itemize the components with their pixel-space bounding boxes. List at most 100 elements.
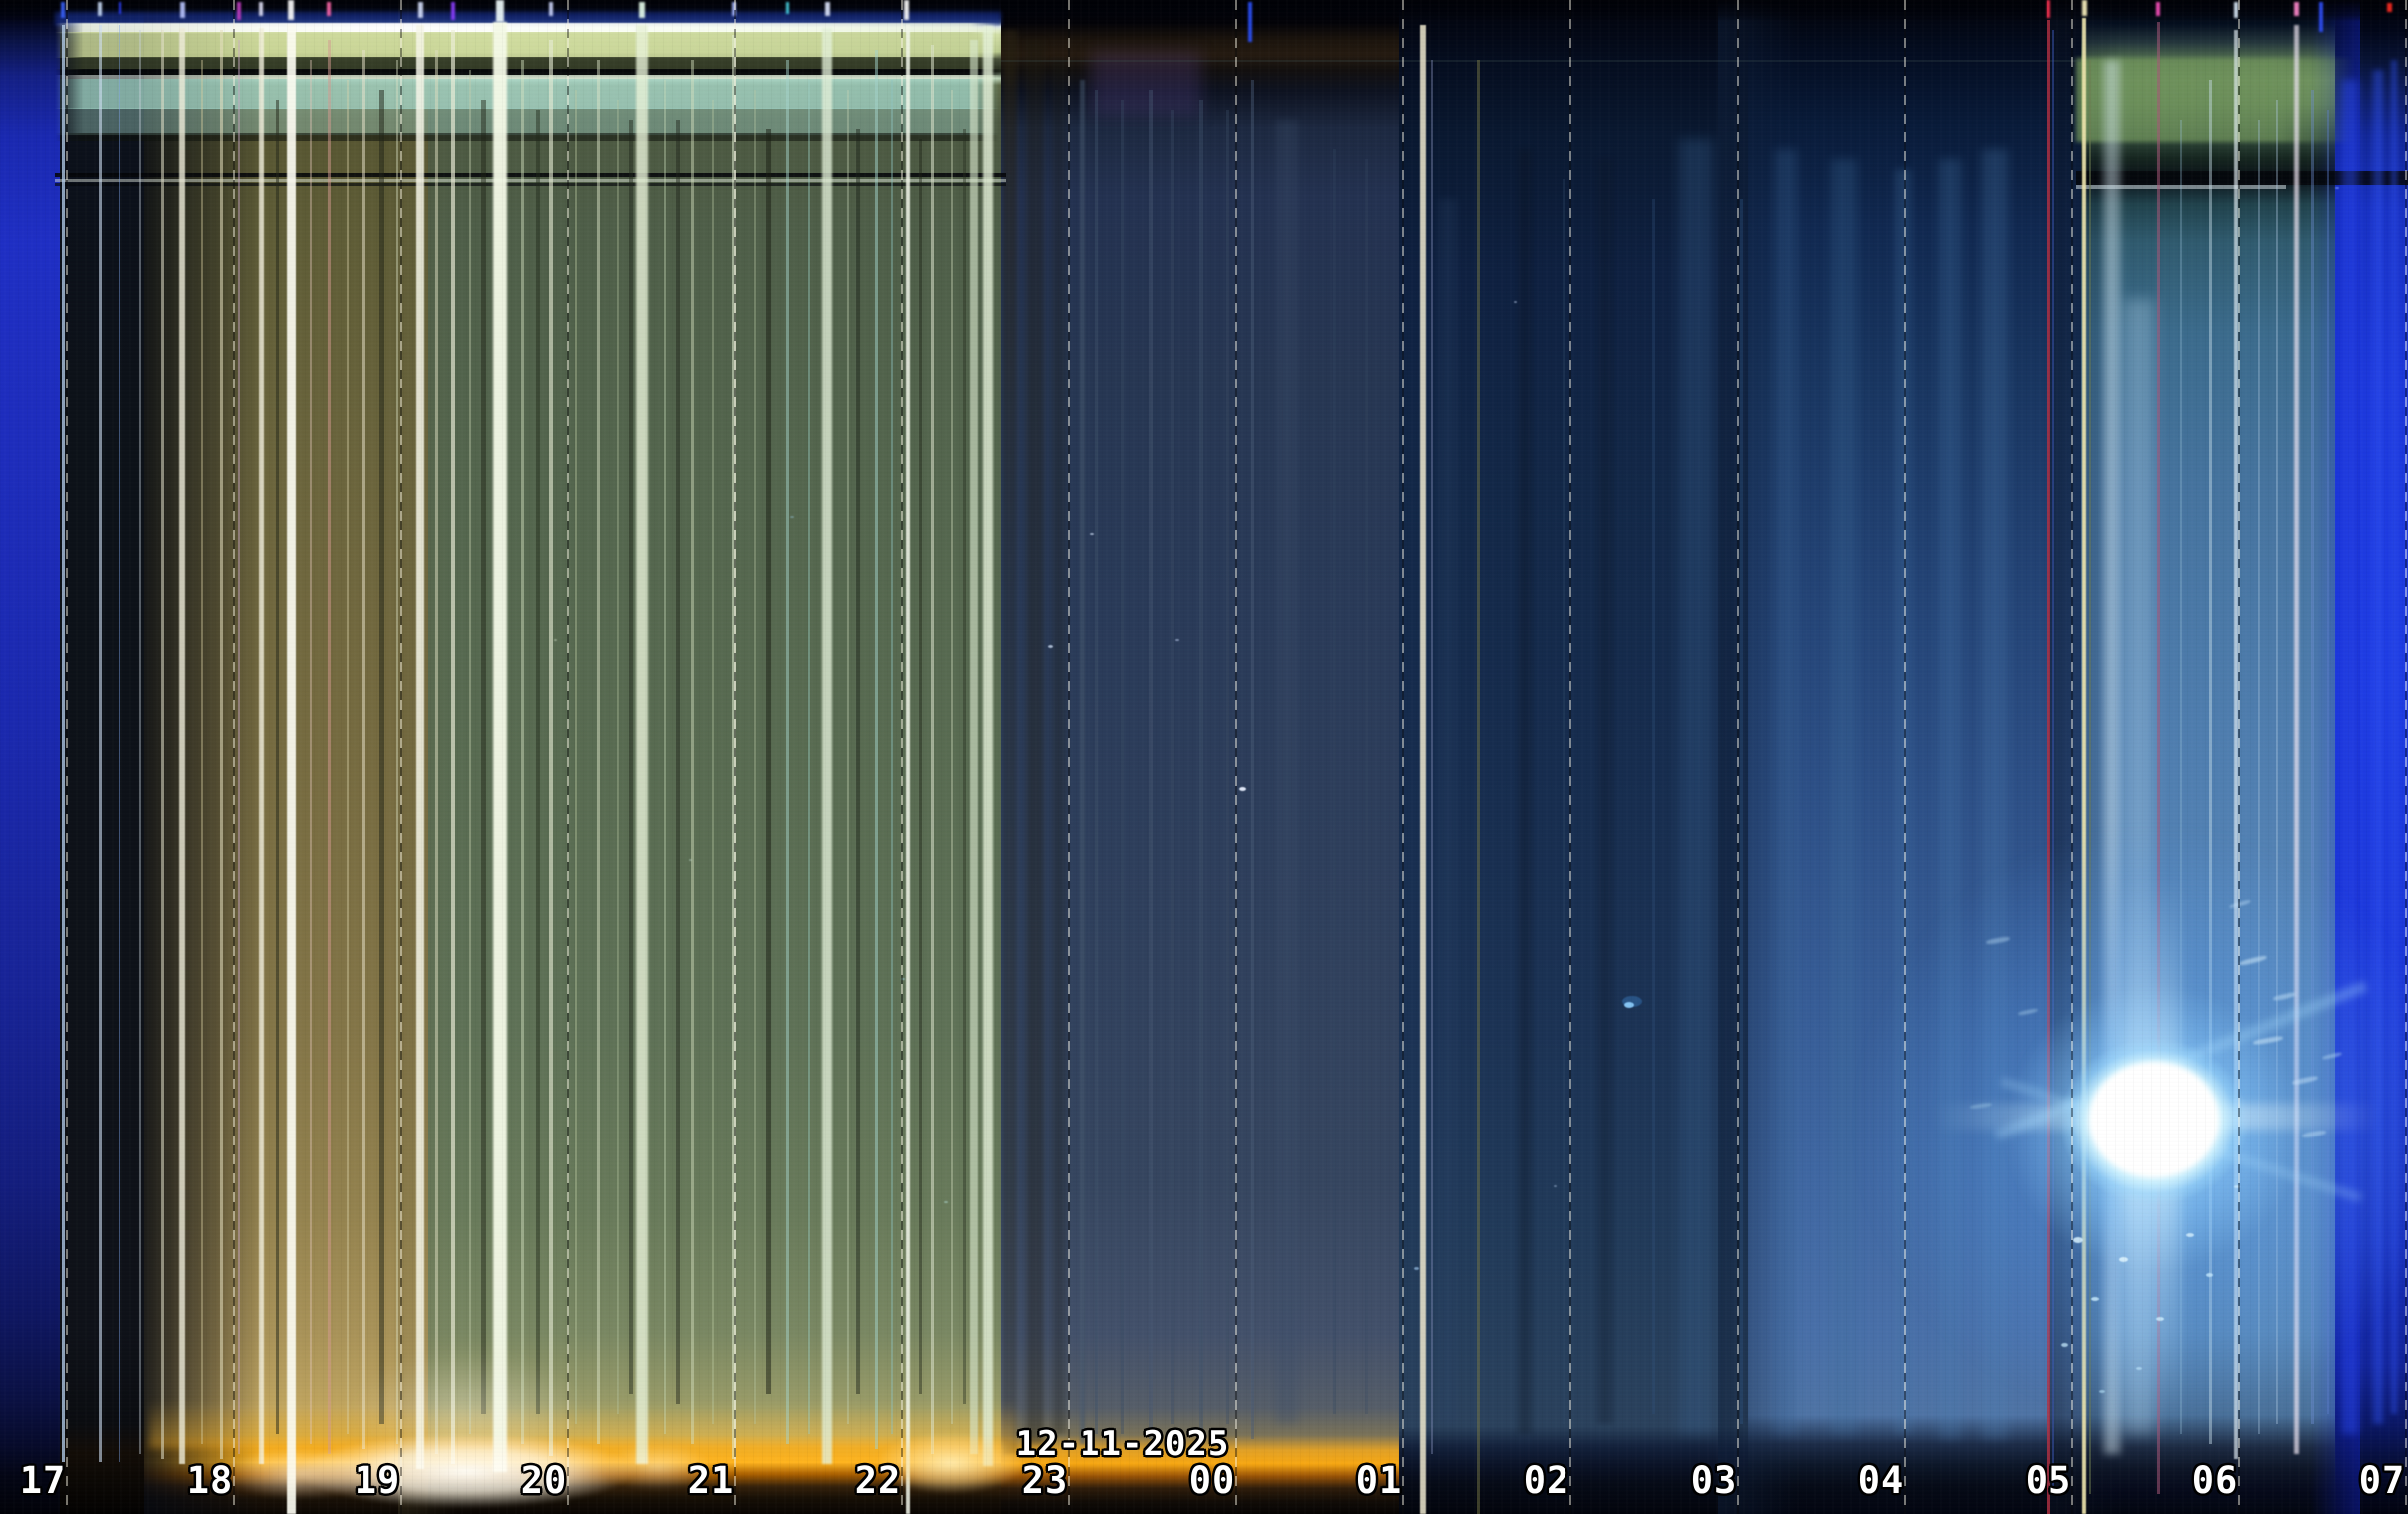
hline-dark-left-2 <box>55 183 1006 186</box>
light-streak <box>906 25 910 1514</box>
light-streak <box>434 50 438 1454</box>
star-dot <box>2335 187 2339 189</box>
topband-green <box>55 32 999 58</box>
streak-tip <box>2386 3 2392 12</box>
horizon-bloom-main-glow <box>349 1351 588 1484</box>
light-streak <box>1120 100 1124 1434</box>
gridline-19 <box>400 0 402 1514</box>
streak-tip <box>417 2 423 18</box>
light-streak <box>61 25 65 1462</box>
light-streak <box>520 60 524 1444</box>
light-streak <box>1364 159 1368 1414</box>
light-streak <box>1431 60 1433 1454</box>
hline-dark-left-1 <box>55 173 1006 177</box>
streak-tip <box>451 2 455 20</box>
light-streak <box>785 60 789 1444</box>
hline-light-left <box>55 179 1006 182</box>
light-streak <box>822 28 832 1464</box>
gridline-06 <box>2238 0 2240 1514</box>
light-streak <box>347 80 349 1434</box>
streak-tip <box>259 2 263 16</box>
light-streak <box>690 60 694 1444</box>
light-streak <box>139 30 141 1454</box>
star-dot <box>1175 639 1179 641</box>
light-streak <box>327 40 331 1454</box>
moon-core-inner <box>2089 1062 2219 1177</box>
light-streak <box>874 50 878 1449</box>
streak-tip <box>639 2 645 18</box>
light-streak <box>754 90 756 1424</box>
light-streak <box>596 60 600 1444</box>
light-streak <box>1476 60 1480 1514</box>
star-dot <box>1239 787 1246 791</box>
gridline-04 <box>1904 0 1906 1514</box>
light-streak <box>676 120 680 1404</box>
region-19-23-green <box>428 0 1001 1514</box>
light-streak <box>258 28 264 1464</box>
light-streak <box>891 80 893 1434</box>
light-streak <box>664 80 666 1434</box>
star-dot <box>2061 1343 2068 1347</box>
topband-right-dark <box>2076 171 2408 185</box>
light-streak <box>1562 179 1565 1424</box>
star-dot <box>790 516 794 518</box>
bridge-tan-green <box>398 0 458 1514</box>
hour-label-07: 07 <box>2358 1459 2406 1502</box>
streak-tip <box>2234 2 2238 18</box>
light-streak <box>1199 100 1203 1434</box>
region-dusk-dark <box>60 0 144 1514</box>
light-streak <box>856 129 860 1394</box>
star-dot <box>944 1201 948 1203</box>
gridline-01 <box>1402 0 1404 1514</box>
light-streak <box>1679 139 1713 1434</box>
light-streak <box>575 90 577 1424</box>
haze-purple-top <box>1091 52 1201 116</box>
topband-right-green <box>2076 58 2360 142</box>
light-streak <box>1276 120 1298 1424</box>
streak-tip <box>2047 0 2050 18</box>
star-dot <box>1554 1185 1557 1187</box>
light-streak <box>808 80 810 1434</box>
light-streak <box>2327 110 2329 1414</box>
streak-tip <box>2319 2 2323 32</box>
streak-tip <box>118 2 121 14</box>
streak-tip <box>496 0 504 22</box>
streak-tip <box>327 2 331 16</box>
light-streak <box>1518 149 1532 1434</box>
light-streak <box>2310 90 2314 1424</box>
light-streak <box>930 45 934 1454</box>
star-dot <box>1514 301 1517 303</box>
light-streak <box>962 129 966 1404</box>
star-dot <box>1624 1002 1634 1008</box>
star-dot <box>1048 645 1053 648</box>
star-dot <box>2206 1273 2213 1277</box>
column-brown-fade-23b <box>1026 40 1044 1444</box>
hour-label-05: 05 <box>2025 1459 2072 1502</box>
light-streak <box>493 22 507 1472</box>
streak-tip <box>98 2 102 16</box>
topband-blackline <box>55 69 1006 75</box>
light-streak <box>1775 149 1797 1434</box>
light-streak <box>536 110 540 1414</box>
light-streak <box>2258 120 2260 1434</box>
horizon-bloom-left <box>224 1449 373 1499</box>
light-streak <box>1094 90 1098 1434</box>
light-streak <box>765 129 771 1394</box>
light-streak <box>219 30 223 1459</box>
date-label: 12-11-2025 <box>1015 1424 1230 1464</box>
hour-label-00: 00 <box>1188 1459 1236 1502</box>
star-dot <box>2073 1237 2083 1243</box>
star-dot <box>2119 1257 2128 1262</box>
topband-lightline <box>55 75 999 79</box>
light-streak <box>310 60 312 1444</box>
light-streak <box>970 40 978 1454</box>
light-streak <box>847 90 849 1424</box>
light-streak <box>1170 110 1174 1424</box>
streak-tip <box>2293 2 2299 16</box>
light-streak <box>951 90 953 1424</box>
light-streak <box>1651 199 1655 1414</box>
light-streak <box>179 28 185 1464</box>
hour-label-23: 23 <box>1021 1459 1069 1502</box>
light-streak <box>275 100 279 1434</box>
